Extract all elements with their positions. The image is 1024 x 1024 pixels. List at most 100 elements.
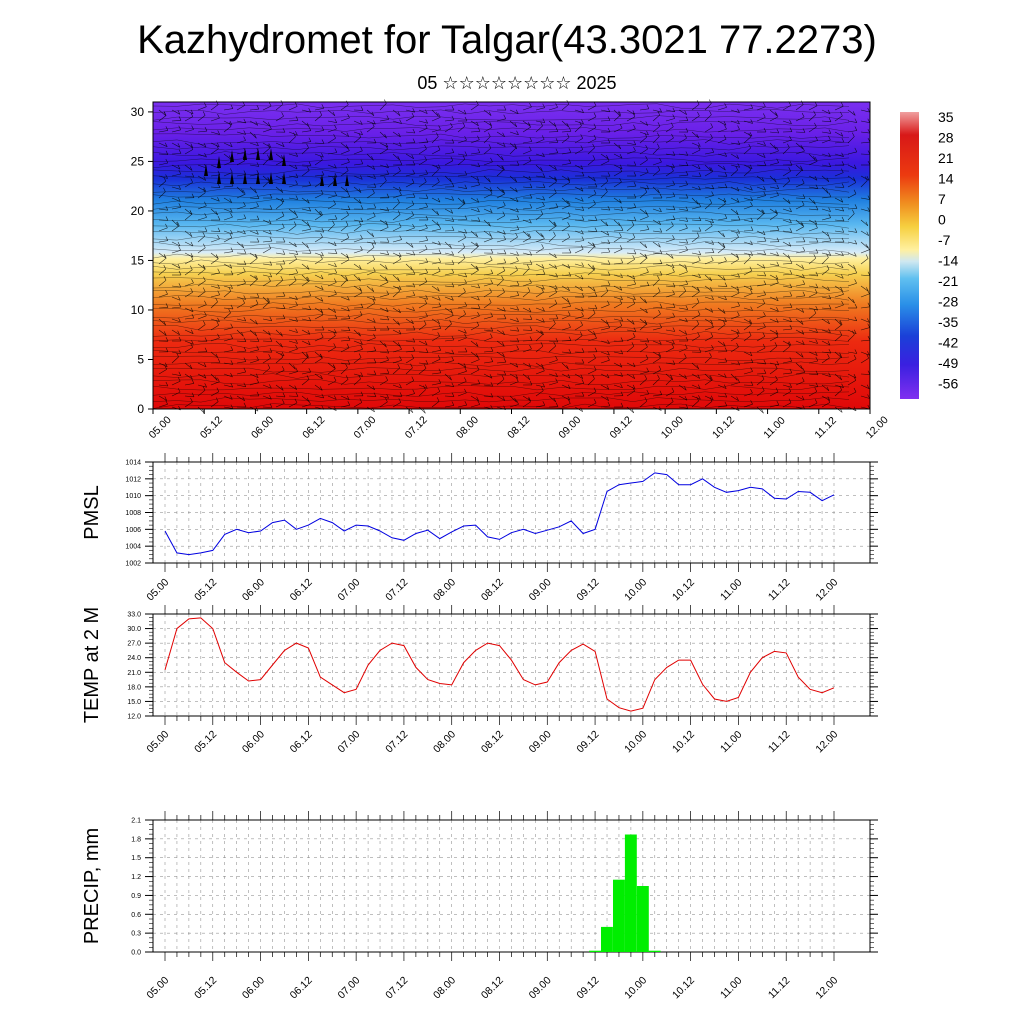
panel-xtick-label: 10.12 bbox=[670, 728, 697, 755]
heatmap-ytick-label: 30 bbox=[131, 105, 145, 119]
panel-ytick-label: 12.0 bbox=[127, 714, 141, 721]
panel-ytick-label: 30.0 bbox=[127, 626, 141, 633]
precip-bar bbox=[648, 950, 661, 952]
panel-xtick-label: 07.00 bbox=[335, 728, 362, 755]
panel-xtick-label: 10.00 bbox=[622, 974, 649, 1001]
precip-bar bbox=[624, 834, 637, 952]
panel-xtick-label: 06.12 bbox=[288, 974, 315, 1001]
precip-panel: 0.0 0.3 0.6 0.9 1.2 1.5 1.8 2.1 05.00 05.12 06.00 0… bbox=[81, 811, 878, 1001]
panel-xtick-label: 06.12 bbox=[288, 728, 315, 755]
heatmap-ytick-label: 0 bbox=[137, 402, 144, 416]
panel-ytick-label: 1004 bbox=[125, 544, 141, 551]
colorbar-label: -21 bbox=[938, 273, 958, 289]
colorbar-label: 7 bbox=[938, 191, 946, 207]
panel-xtick-label: 10.00 bbox=[622, 576, 649, 603]
heatmap-xtick-label: 08.00 bbox=[454, 414, 481, 441]
panel-ylabel: PMSL bbox=[81, 485, 103, 539]
precip-bar bbox=[601, 926, 613, 952]
heatmap-ytick-label: 10 bbox=[131, 303, 145, 317]
panel-xtick-label: 05.00 bbox=[144, 728, 171, 755]
panel-xtick-label: 07.12 bbox=[383, 974, 410, 1001]
heatmap-xtick-label: 07.12 bbox=[403, 414, 430, 441]
panel-grid bbox=[153, 461, 870, 564]
chart-subtitle: 05 ☆☆☆☆☆☆☆☆ 2025 bbox=[417, 73, 617, 93]
panel-ytick-label: 1.8 bbox=[131, 836, 141, 843]
colorbar-label: -14 bbox=[938, 253, 958, 269]
colorbar-label: -56 bbox=[938, 376, 958, 392]
colorbar-label: -35 bbox=[938, 314, 958, 330]
panel-xtick-label: 08.00 bbox=[431, 974, 458, 1001]
colorbar-label: -7 bbox=[938, 232, 951, 248]
panel-xtick-label: 11.00 bbox=[718, 975, 745, 1002]
colorbar-label: 35 bbox=[938, 109, 954, 125]
colorbar-label: -49 bbox=[938, 355, 958, 371]
heatmap-xtick-label: 11.00 bbox=[761, 414, 788, 441]
colorbar-label: 28 bbox=[938, 130, 954, 146]
panel-xtick-label: 08.12 bbox=[479, 974, 506, 1001]
panel-xtick-label: 11.12 bbox=[766, 577, 793, 604]
pmsl-panel: 1002 1004 1006 1008 1010 1012 1014 05.00 05.12 06… bbox=[81, 453, 878, 603]
panel-xtick-label: 07.00 bbox=[335, 576, 362, 603]
panel-ytick-label: 0.6 bbox=[131, 912, 141, 919]
panel-ytick-label: 1002 bbox=[125, 561, 141, 568]
colorbar-label: -28 bbox=[938, 294, 958, 310]
heatmap-panel: 0 5 10 15 20 25 30 05.00 05.12 06.00 06.12 07.00 07.… bbox=[131, 99, 891, 441]
precip-bar bbox=[636, 886, 649, 952]
panel-ytick-label: 0.3 bbox=[131, 931, 141, 938]
heatmap-xtick-label: 05.12 bbox=[198, 414, 225, 441]
heatmap-xtick-label: 09.12 bbox=[608, 414, 635, 441]
panel-ytick-label: 15.0 bbox=[127, 699, 141, 706]
panel-ytick-label: 1.2 bbox=[131, 874, 141, 881]
panel-xtick-label: 09.00 bbox=[527, 576, 554, 603]
panel-xtick-label: 12.00 bbox=[813, 728, 840, 755]
heatmap-xtick-label: 12.00 bbox=[864, 414, 891, 441]
heatmap-xtick-label: 09.00 bbox=[556, 414, 583, 441]
heatmap-xtick-label: 10.12 bbox=[710, 414, 737, 441]
panel-ytick-label: 33.0 bbox=[127, 612, 141, 619]
panel-xtick-label: 09.12 bbox=[574, 576, 601, 603]
panel-ytick-label: 1014 bbox=[125, 460, 141, 467]
colorbar: 35 28 21 14 7 0 -7 -14 -21 -28 -35 -42 -49 -56 bbox=[900, 109, 958, 399]
heatmap-xtick-label: 07.00 bbox=[351, 414, 378, 441]
panel-ytick-label: 27.0 bbox=[127, 641, 141, 648]
wind-pennants bbox=[204, 148, 349, 186]
panel-xtick-label: 10.12 bbox=[670, 974, 697, 1001]
pmsl-line bbox=[164, 472, 835, 556]
temp-panel: 12.0 15.0 18.0 21.0 24.0 27.0 30.0 33.0 05.00 05.… bbox=[81, 605, 878, 755]
panel-xtick-label: 11.00 bbox=[718, 729, 745, 756]
heatmap-ytick-label: 5 bbox=[137, 352, 144, 366]
panel-ytick-label: 0.0 bbox=[131, 950, 141, 957]
colorbar-fill bbox=[900, 112, 919, 399]
panel-xtick-label: 09.12 bbox=[574, 728, 601, 755]
panel-xtick-label: 06.00 bbox=[240, 576, 267, 603]
panel-xtick-label: 12.00 bbox=[813, 576, 840, 603]
panel-xtick-label: 08.00 bbox=[431, 728, 458, 755]
panel-xtick-label: 05.12 bbox=[192, 576, 219, 603]
panel-xtick-label: 08.12 bbox=[479, 728, 506, 755]
panel-xtick-label: 08.00 bbox=[431, 576, 458, 603]
panel-ylabel: PRECIP, mm bbox=[81, 828, 103, 944]
panel-xtick-label: 06.00 bbox=[240, 728, 267, 755]
heatmap-xtick-label: 11.12 bbox=[812, 414, 839, 441]
colorbar-label: 21 bbox=[938, 150, 954, 166]
panel-xtick-label: 11.12 bbox=[766, 975, 793, 1002]
panel-xtick-label: 09.12 bbox=[574, 974, 601, 1001]
panel-xtick-label: 05.00 bbox=[144, 576, 171, 603]
heatmap-xtick-label: 08.12 bbox=[505, 414, 532, 441]
panel-xtick-label: 06.12 bbox=[288, 576, 315, 603]
panel-xtick-label: 12.00 bbox=[813, 974, 840, 1001]
panel-ytick-label: 1010 bbox=[125, 493, 141, 500]
heatmap-ytick-label: 20 bbox=[131, 204, 145, 218]
panel-ytick-label: 18.0 bbox=[127, 684, 141, 691]
heatmap-xtick-label: 06.00 bbox=[249, 414, 276, 441]
panel-ytick-label: 24.0 bbox=[127, 655, 141, 662]
panel-xtick-label: 06.00 bbox=[240, 974, 267, 1001]
panel-xtick-label: 11.12 bbox=[766, 729, 793, 756]
panel-ytick-label: 1012 bbox=[125, 476, 141, 483]
panel-xtick-label: 11.00 bbox=[718, 577, 745, 604]
panel-xtick-label: 05.12 bbox=[192, 974, 219, 1001]
panel-xtick-label: 10.00 bbox=[622, 728, 649, 755]
panel-ylabel: TEMP at 2 M bbox=[81, 607, 103, 723]
panel-ytick-label: 1006 bbox=[125, 527, 141, 534]
